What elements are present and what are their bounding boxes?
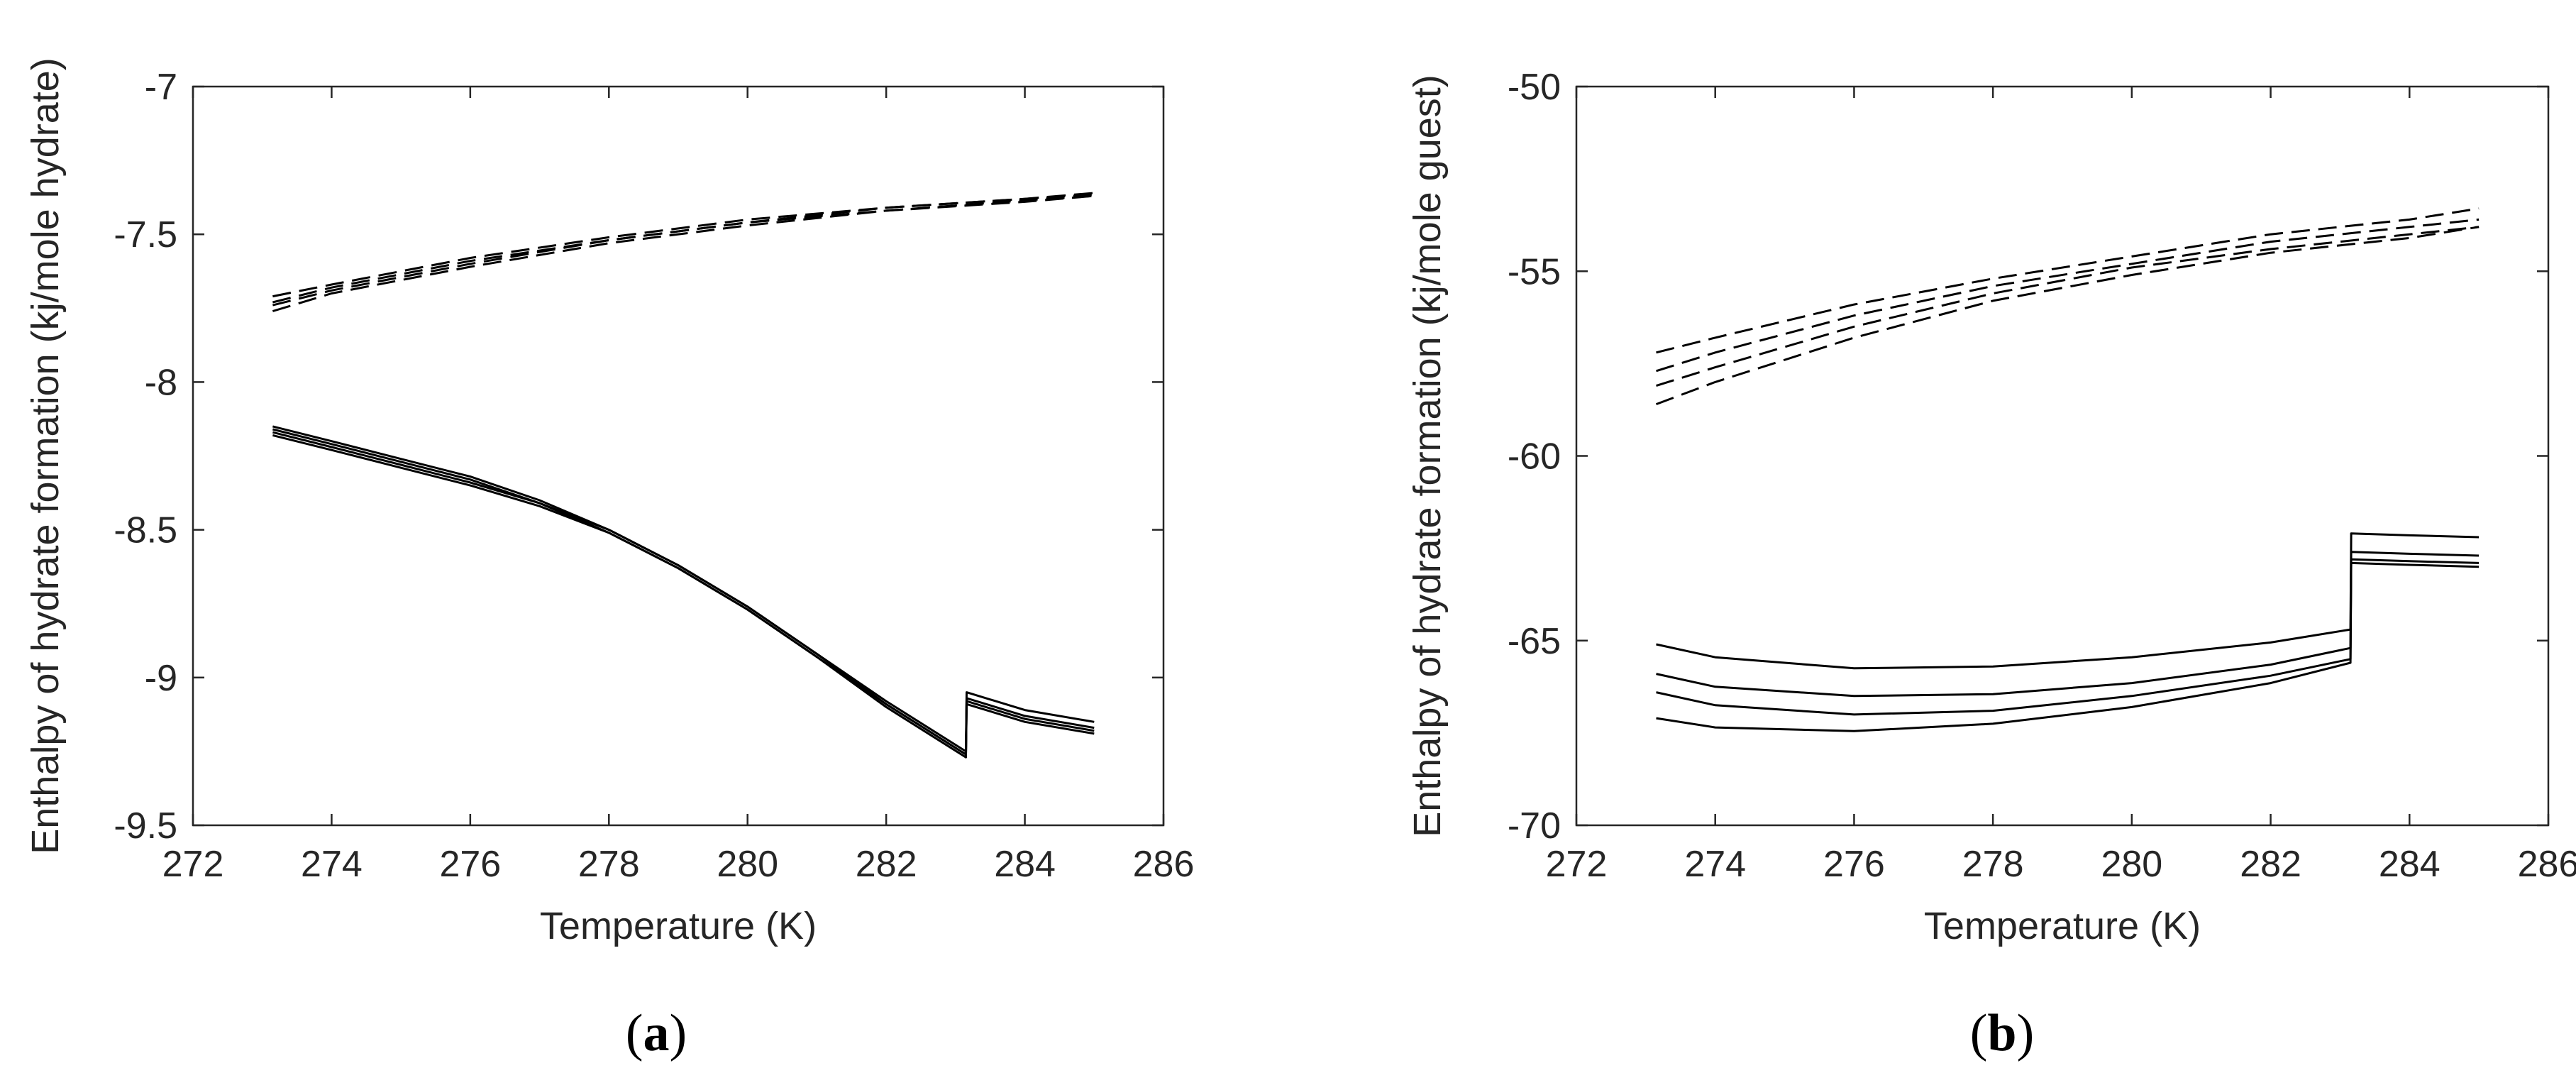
- x-tick-label: 274: [301, 844, 363, 885]
- plot-area: [1575, 85, 2550, 827]
- series-line-dashed-3: [272, 194, 1095, 307]
- x-axis-label: Temperature (K): [540, 905, 817, 947]
- x-tick-label: 280: [2101, 844, 2162, 885]
- y-tick-label: -70: [1508, 805, 1561, 847]
- series-line-solid-8: [272, 434, 1095, 759]
- series-line-solid-6: [1656, 551, 2480, 698]
- y-tick-label: -60: [1508, 436, 1561, 478]
- series-line-solid-7: [1656, 558, 2480, 716]
- panel-label-close-paren: ): [670, 1004, 687, 1062]
- y-tick-label: -8.5: [114, 510, 177, 551]
- panel-label-letter: a: [643, 1004, 670, 1062]
- x-tick-label: 276: [1823, 844, 1885, 885]
- x-tick-label: 272: [1546, 844, 1608, 885]
- chart-b: 272 274 276 278 280 282 284 286 -50 -55 -60 -65 -70 T…: [1406, 67, 2576, 1062]
- x-tick-label: 282: [2240, 844, 2301, 885]
- series-line-solid-5: [1656, 532, 2480, 670]
- panel-label-close-paren: ): [2017, 1004, 2035, 1062]
- x-tick-label: 286: [2518, 844, 2576, 885]
- y-tick-label: -55: [1508, 251, 1561, 292]
- x-tick-label: 284: [994, 844, 1056, 885]
- y-axis-label: Enthalpy of hydrate formation (kj/mole h…: [24, 57, 67, 854]
- x-tick-label: 278: [578, 844, 640, 885]
- y-tick-label: -7.5: [114, 214, 177, 255]
- x-tick-label: 286: [1133, 844, 1195, 885]
- panel-label: (a): [626, 1004, 687, 1062]
- y-axis-label: Enthalpy of hydrate formation (kj/mole g…: [1406, 75, 1449, 837]
- y-tick-label: -65: [1508, 621, 1561, 662]
- panel-label-letter: b: [1987, 1004, 2016, 1062]
- x-tick-label: 280: [717, 844, 778, 885]
- series-line-dashed-4: [1655, 226, 2480, 406]
- x-tick-label: 278: [1962, 844, 2024, 885]
- y-tick-label: -7: [145, 67, 177, 108]
- series-line-solid-8: [1656, 561, 2480, 732]
- chart-a: 272 274 276 278 280 282 284 286 -7 -7.5 -8 -8.5 -9 -9…: [24, 57, 1194, 1062]
- x-tick-label: 276: [439, 844, 501, 885]
- panel-label-open-paren: (: [1970, 1004, 1988, 1062]
- panel-label-open-paren: (: [626, 1004, 643, 1062]
- y-tick-label: -9: [145, 658, 177, 699]
- y-tick-label: -9.5: [114, 805, 177, 847]
- x-axis-label: Temperature (K): [1924, 905, 2201, 947]
- x-tick-label: 282: [856, 844, 917, 885]
- x-tick-label: 284: [2379, 844, 2440, 885]
- series-line-dashed-3: [1656, 226, 2480, 387]
- panel-label: (b): [1970, 1004, 2034, 1062]
- x-tick-label: 272: [162, 844, 224, 885]
- x-tick-label: 274: [1684, 844, 1746, 885]
- series-line-dashed-1: [1656, 207, 2480, 354]
- y-tick-label: -8: [145, 362, 177, 403]
- series-line-dashed-4: [272, 194, 1095, 312]
- series-line-dashed-2: [1656, 218, 2480, 373]
- y-tick-label: -50: [1508, 67, 1561, 108]
